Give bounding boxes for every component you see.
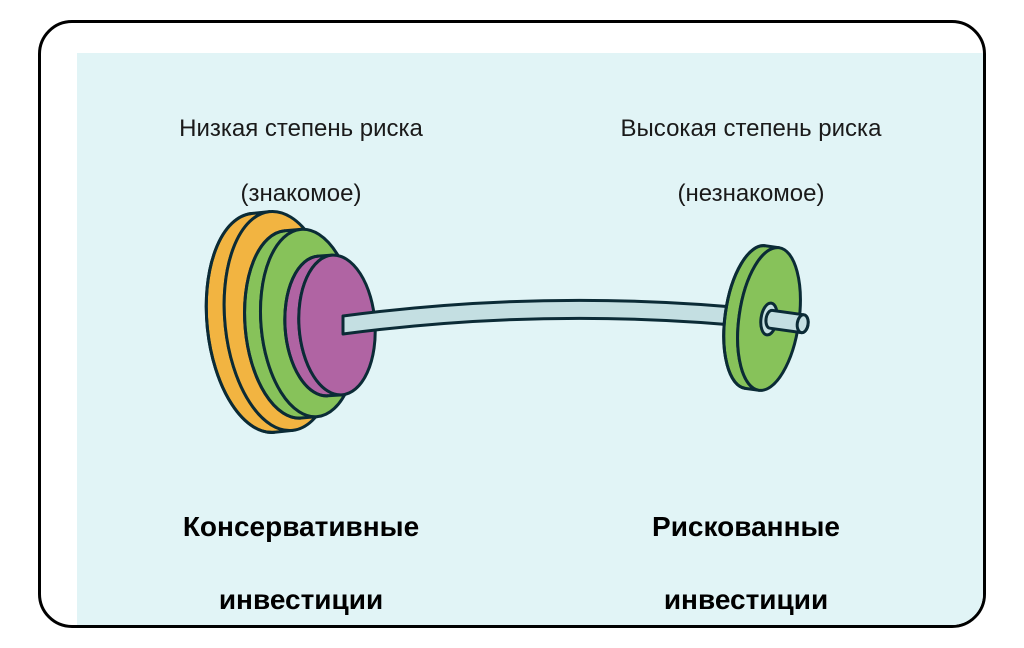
high-risk-line1: Высокая степень риска — [621, 115, 882, 142]
conservative-line2: инвестиции — [219, 584, 383, 615]
conservative-investments-label: Консервативные инвестиции (90%) — [121, 473, 481, 628]
conservative-line1: Консервативные — [183, 511, 419, 542]
risky-investments-label: Рискованные инвестиции (10%) — [581, 473, 911, 628]
risky-line2: инвестиции — [664, 584, 828, 615]
risky-line1: Рискованные — [652, 511, 840, 542]
low-risk-line1: Низкая степень риска — [179, 115, 423, 142]
barbell-illustration — [161, 173, 881, 463]
diagram-frame: Низкая степень риска (знакомое) Высокая … — [38, 20, 986, 628]
